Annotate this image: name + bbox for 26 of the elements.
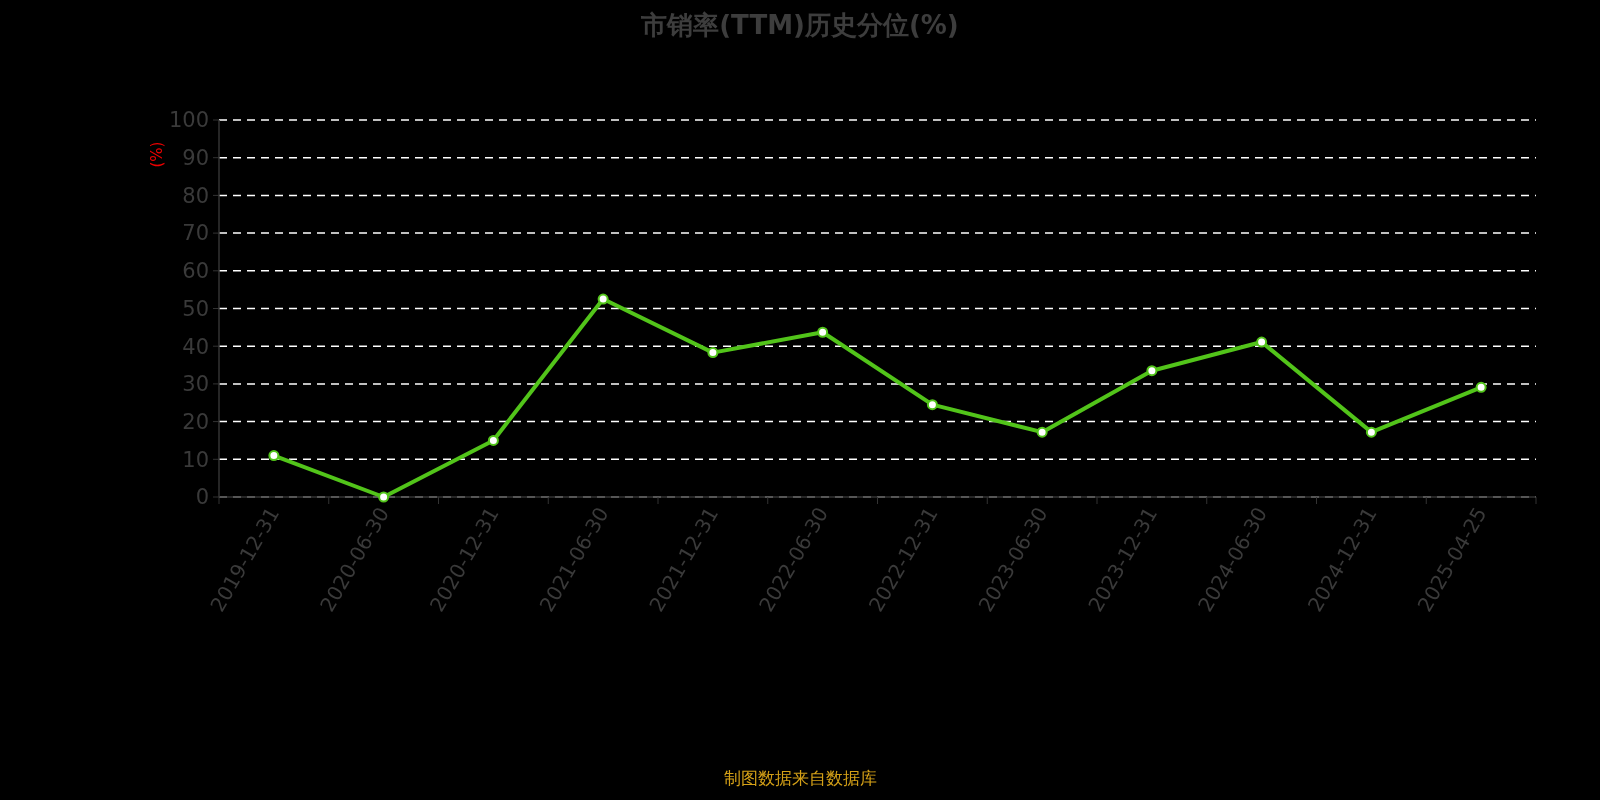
point [597, 293, 609, 305]
y-tick-label: 80 [182, 183, 209, 208]
y-tick-label: 30 [182, 372, 209, 397]
point [926, 399, 938, 411]
y-axis-title: (%) [148, 141, 167, 168]
point [378, 491, 390, 503]
point [487, 434, 499, 446]
y-tick-label: 20 [182, 409, 209, 434]
y-tick-label: 70 [182, 221, 209, 246]
y-tick-label: 90 [182, 146, 209, 171]
chart-title: 市销率(TTM)历史分位(%) [640, 10, 959, 40]
point [1365, 426, 1377, 438]
point [1256, 336, 1268, 348]
y-tick-label: 50 [182, 296, 209, 321]
point [1475, 381, 1487, 393]
point [1146, 365, 1158, 377]
point [1036, 426, 1048, 438]
point [707, 347, 719, 359]
text: 制图数据来自数据库 [723, 768, 877, 788]
point [817, 326, 829, 338]
point [268, 450, 280, 462]
y-tick-label: 40 [182, 334, 209, 359]
y-tick-label: 0 [195, 485, 209, 510]
y-tick-label: 10 [182, 447, 209, 472]
y-tick-label: 60 [182, 259, 209, 284]
y-tick-label: 100 [168, 108, 209, 133]
